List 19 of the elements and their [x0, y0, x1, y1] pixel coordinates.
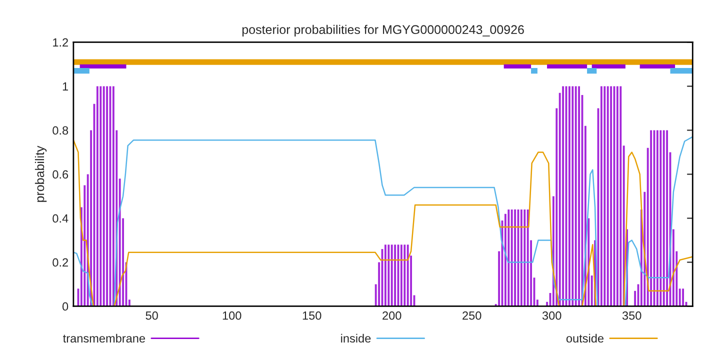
x-tick-label: 50 — [146, 311, 158, 320]
y-axis-title: probability — [34, 146, 47, 202]
x-tick-label: 250 — [462, 311, 482, 320]
y-tick-label: 0.8 — [52, 126, 68, 135]
legend-label: transmembrane — [63, 334, 146, 343]
x-tick-label: 300 — [542, 311, 562, 320]
y-tick-label: 0 — [62, 302, 68, 311]
y-tick-label: 1 — [62, 82, 68, 91]
legend-label: outside — [566, 334, 604, 343]
x-tick-label: 100 — [222, 311, 242, 320]
x-tick-label: 150 — [302, 311, 322, 320]
x-tick-label: 350 — [622, 311, 642, 320]
x-tick-label: 200 — [382, 311, 402, 320]
chart-title: posterior probabilities for MGYG000000243_00926 — [242, 24, 524, 36]
y-tick-label: 1.2 — [53, 38, 68, 47]
legend-label: inside — [341, 334, 371, 343]
y-tick-label: 0.6 — [52, 170, 68, 179]
y-tick-label: 0.4 — [52, 214, 68, 223]
y-tick-label: 0.2 — [52, 258, 68, 267]
